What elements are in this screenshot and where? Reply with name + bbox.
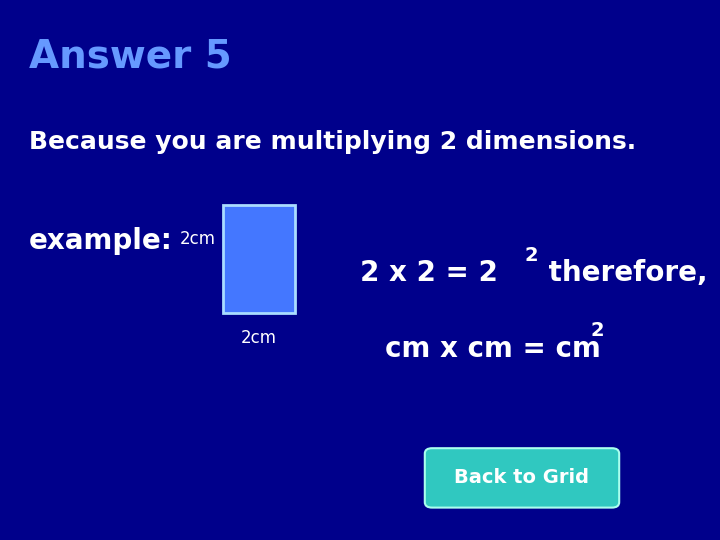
Text: 2: 2 <box>590 321 604 340</box>
Text: 2cm: 2cm <box>180 231 216 248</box>
FancyBboxPatch shape <box>223 205 295 313</box>
Text: 2cm: 2cm <box>241 329 277 347</box>
FancyBboxPatch shape <box>425 448 619 508</box>
Text: example:: example: <box>29 227 173 255</box>
Text: 2: 2 <box>524 246 538 265</box>
Text: 2 x 2 = 2: 2 x 2 = 2 <box>360 259 498 287</box>
Text: therefore,: therefore, <box>539 259 707 287</box>
Text: Because you are multiplying 2 dimensions.: Because you are multiplying 2 dimensions… <box>29 130 636 153</box>
Text: cm x cm = cm: cm x cm = cm <box>385 335 601 363</box>
Text: Answer 5: Answer 5 <box>29 38 232 76</box>
Text: Back to Grid: Back to Grid <box>454 468 590 488</box>
